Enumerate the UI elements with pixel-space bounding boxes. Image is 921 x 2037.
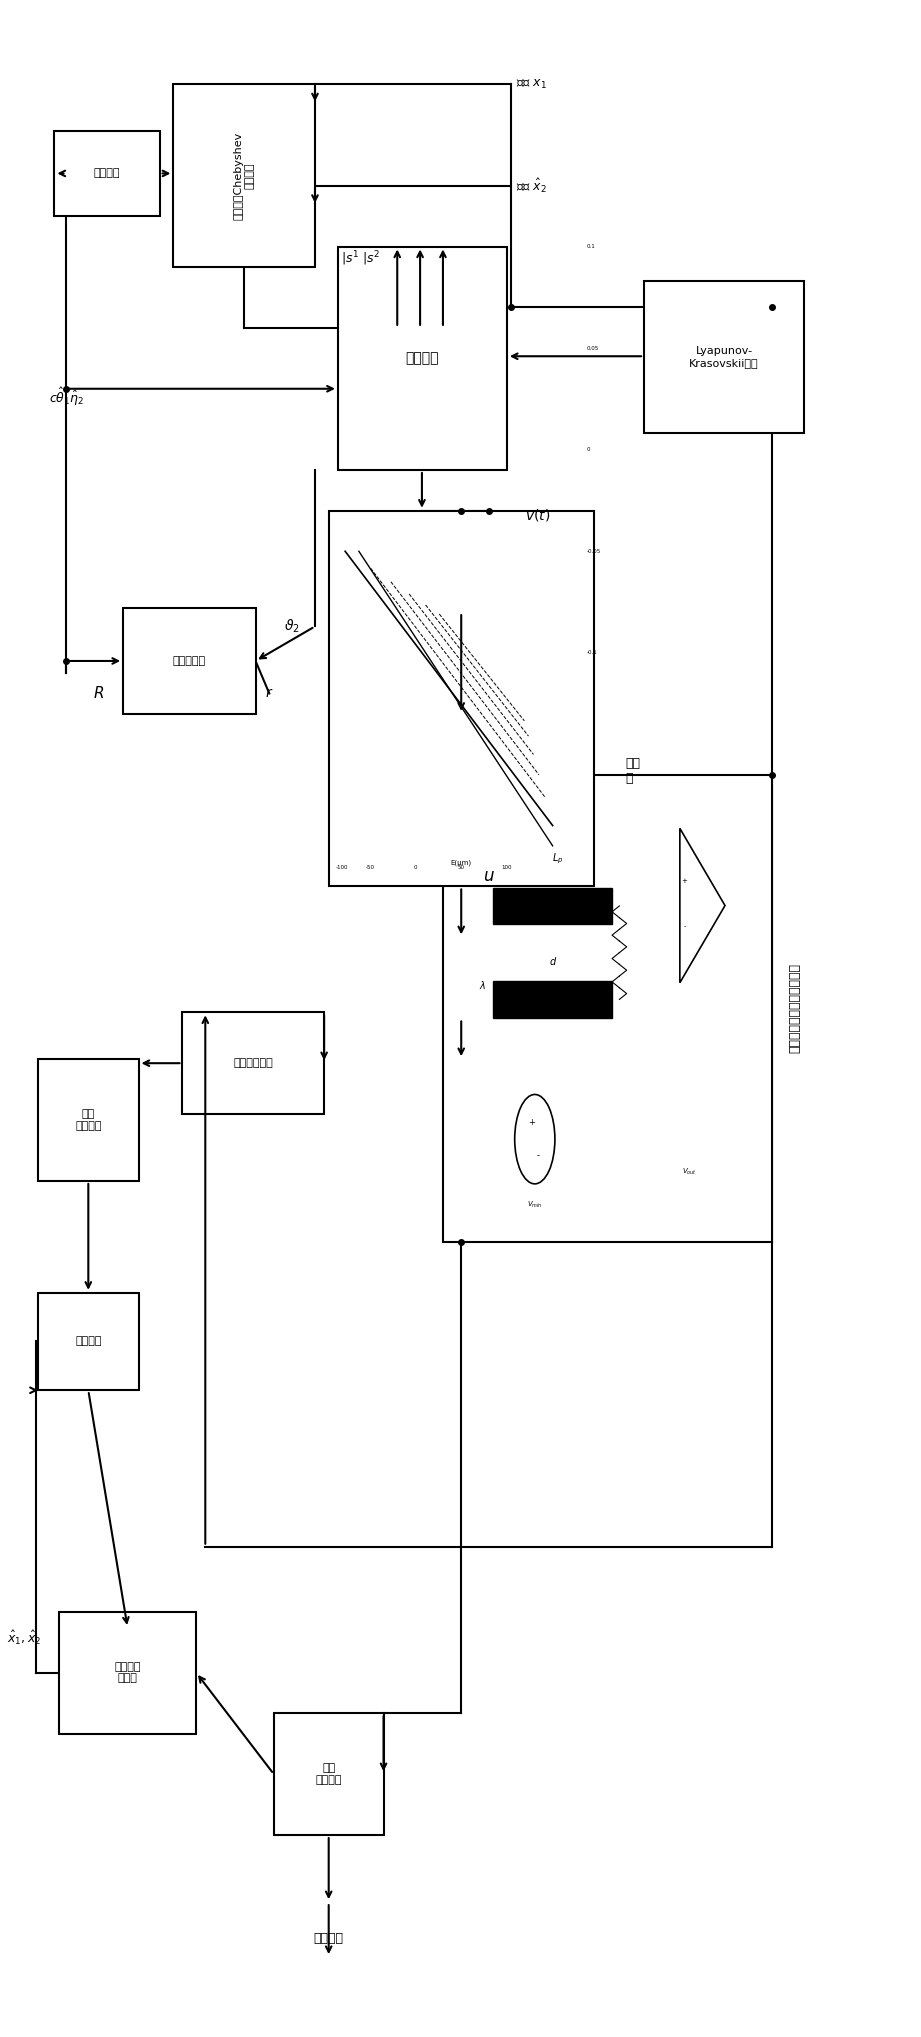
Text: 变量 $\hat{x}_2$: 变量 $\hat{x}_2$ <box>516 177 547 196</box>
Text: 虚拟
控制输入: 虚拟 控制输入 <box>76 1110 101 1131</box>
Text: 0.05: 0.05 <box>587 346 599 350</box>
Text: $|s^1$ $|s^2$: $|s^1$ $|s^2$ <box>341 249 379 269</box>
Text: $L_p$: $L_p$ <box>553 851 564 866</box>
Text: -: - <box>537 1151 540 1159</box>
FancyBboxPatch shape <box>38 1293 138 1391</box>
Text: Lyapunov-
Krasovskii函数: Lyapunov- Krasovskii函数 <box>689 346 759 369</box>
Text: -0.05: -0.05 <box>587 548 600 554</box>
Text: 100: 100 <box>502 866 512 870</box>
FancyBboxPatch shape <box>59 1611 196 1733</box>
Text: -100: -100 <box>336 866 349 870</box>
Polygon shape <box>680 829 725 982</box>
Bar <box>494 888 612 925</box>
Circle shape <box>515 1094 555 1183</box>
Text: 变量 $x_1$: 变量 $x_1$ <box>516 77 547 90</box>
Text: $r$: $r$ <box>265 686 274 701</box>
Text: $V_{min}$: $V_{min}$ <box>527 1200 542 1210</box>
Text: $\hat{x}_1,\hat{x}_2$: $\hat{x}_1,\hat{x}_2$ <box>7 1630 41 1648</box>
Text: $\vartheta_2$: $\vartheta_2$ <box>285 617 300 636</box>
Text: 输出信号: 输出信号 <box>314 1933 344 1945</box>
Text: E(μm): E(μm) <box>450 860 472 866</box>
FancyBboxPatch shape <box>644 281 804 434</box>
Text: $\lambda$: $\lambda$ <box>479 980 486 990</box>
Text: 扩展状态
观测器: 扩展状态 观测器 <box>114 1662 141 1683</box>
FancyBboxPatch shape <box>54 130 159 216</box>
Text: 单权值的Chebyshev
神经网络: 单权值的Chebyshev 神经网络 <box>233 130 255 220</box>
FancyBboxPatch shape <box>182 1012 324 1114</box>
Text: -: - <box>683 923 685 929</box>
Text: -0.1: -0.1 <box>587 650 597 656</box>
Text: 磁滞
带: 磁滞 带 <box>625 756 641 784</box>
Text: $d$: $d$ <box>549 955 556 968</box>
Text: 正切障碍函数: 正切障碍函数 <box>233 1057 274 1067</box>
FancyBboxPatch shape <box>38 1059 138 1181</box>
Text: 时滞
输出约束: 时滞 输出约束 <box>316 1764 342 1784</box>
Text: 自适应律: 自适应律 <box>94 169 121 179</box>
Text: +: + <box>682 878 687 884</box>
FancyBboxPatch shape <box>123 609 255 713</box>
FancyBboxPatch shape <box>443 774 772 1243</box>
Text: 误差变量: 误差变量 <box>76 1336 101 1346</box>
Text: $c\hat{\theta}_1\hat{\eta}_2$: $c\hat{\theta}_1\hat{\eta}_2$ <box>49 385 84 407</box>
Text: $u$: $u$ <box>483 868 495 886</box>
Text: 分数阶静电驱动微机电系统: 分数阶静电驱动微机电系统 <box>788 964 801 1053</box>
Text: $R$: $R$ <box>93 686 104 701</box>
FancyBboxPatch shape <box>173 84 315 267</box>
Text: 0.1: 0.1 <box>587 244 595 249</box>
Text: $V_{out}$: $V_{out}$ <box>682 1167 697 1177</box>
Text: -50: -50 <box>366 866 374 870</box>
FancyBboxPatch shape <box>329 511 594 886</box>
Text: 微分跟踪器: 微分跟踪器 <box>173 656 206 666</box>
FancyBboxPatch shape <box>274 1713 383 1835</box>
FancyBboxPatch shape <box>338 246 507 471</box>
Text: 控制输入: 控制输入 <box>405 350 439 365</box>
Text: 0: 0 <box>414 866 417 870</box>
Text: $v(t)$: $v(t)$ <box>525 507 551 524</box>
Text: 50: 50 <box>458 866 465 870</box>
Bar <box>494 982 612 1018</box>
Text: 0: 0 <box>587 448 590 452</box>
Text: +: + <box>528 1118 534 1126</box>
